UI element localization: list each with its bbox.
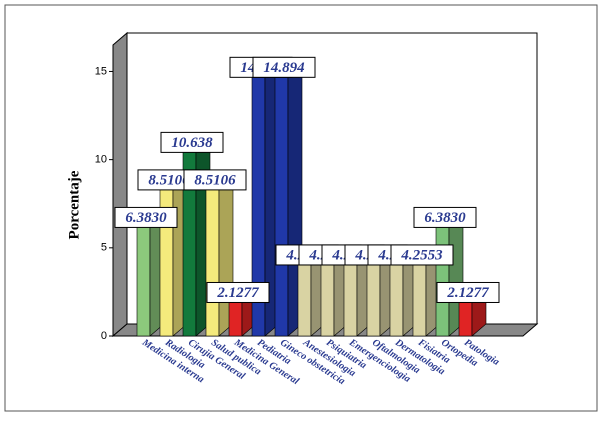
- value-label-group: 10.638: [160, 131, 224, 153]
- value-label-group: 8.5106: [183, 169, 247, 191]
- bar: [435, 223, 450, 337]
- value-label-group: 6.3830: [114, 206, 178, 228]
- value-label: 6.3830: [125, 210, 167, 226]
- bar: [136, 223, 151, 337]
- value-label: 2.1277: [216, 285, 259, 301]
- value-label-box: [436, 281, 500, 303]
- value-label: 8.5106: [194, 172, 236, 188]
- y-tick-label: 0: [101, 330, 107, 342]
- bar: [389, 260, 404, 337]
- bar: [205, 185, 220, 337]
- value-label: 6.3830: [424, 210, 466, 226]
- value-label-box: [252, 56, 316, 78]
- value-label-box: [206, 281, 270, 303]
- value-label-box: [114, 206, 178, 228]
- value-label-box: [183, 169, 247, 191]
- bar: [320, 260, 335, 337]
- bar: [228, 298, 243, 337]
- value-label-group: 4.2553: [390, 244, 454, 266]
- left-wall: [112, 31, 128, 338]
- value-label-box: [160, 131, 224, 153]
- value-label-box: [390, 244, 454, 266]
- bar: [343, 260, 358, 337]
- value-label-box: [413, 206, 477, 228]
- value-label: 8.5106: [148, 172, 190, 188]
- bar: [366, 260, 381, 337]
- bar: [458, 298, 473, 337]
- value-label: 2.1277: [446, 285, 489, 301]
- value-label-group: 6.3830: [413, 206, 477, 228]
- y-tick-label: 15: [95, 65, 107, 77]
- value-label-group: 2.1277: [436, 281, 500, 303]
- bar: [274, 73, 289, 337]
- y-tick-label: 10: [95, 154, 107, 166]
- y-axis-label: Porcentaje: [66, 170, 82, 239]
- bar: [412, 260, 427, 337]
- y-tick-label: 5: [101, 242, 107, 254]
- value-label: 14.894: [263, 60, 305, 76]
- value-label: 10.638: [171, 135, 213, 151]
- value-label: 4.2553: [400, 247, 443, 263]
- value-label-group: 2.1277: [206, 281, 270, 303]
- value-label-group: 14.894: [252, 56, 316, 78]
- bar: [297, 260, 312, 337]
